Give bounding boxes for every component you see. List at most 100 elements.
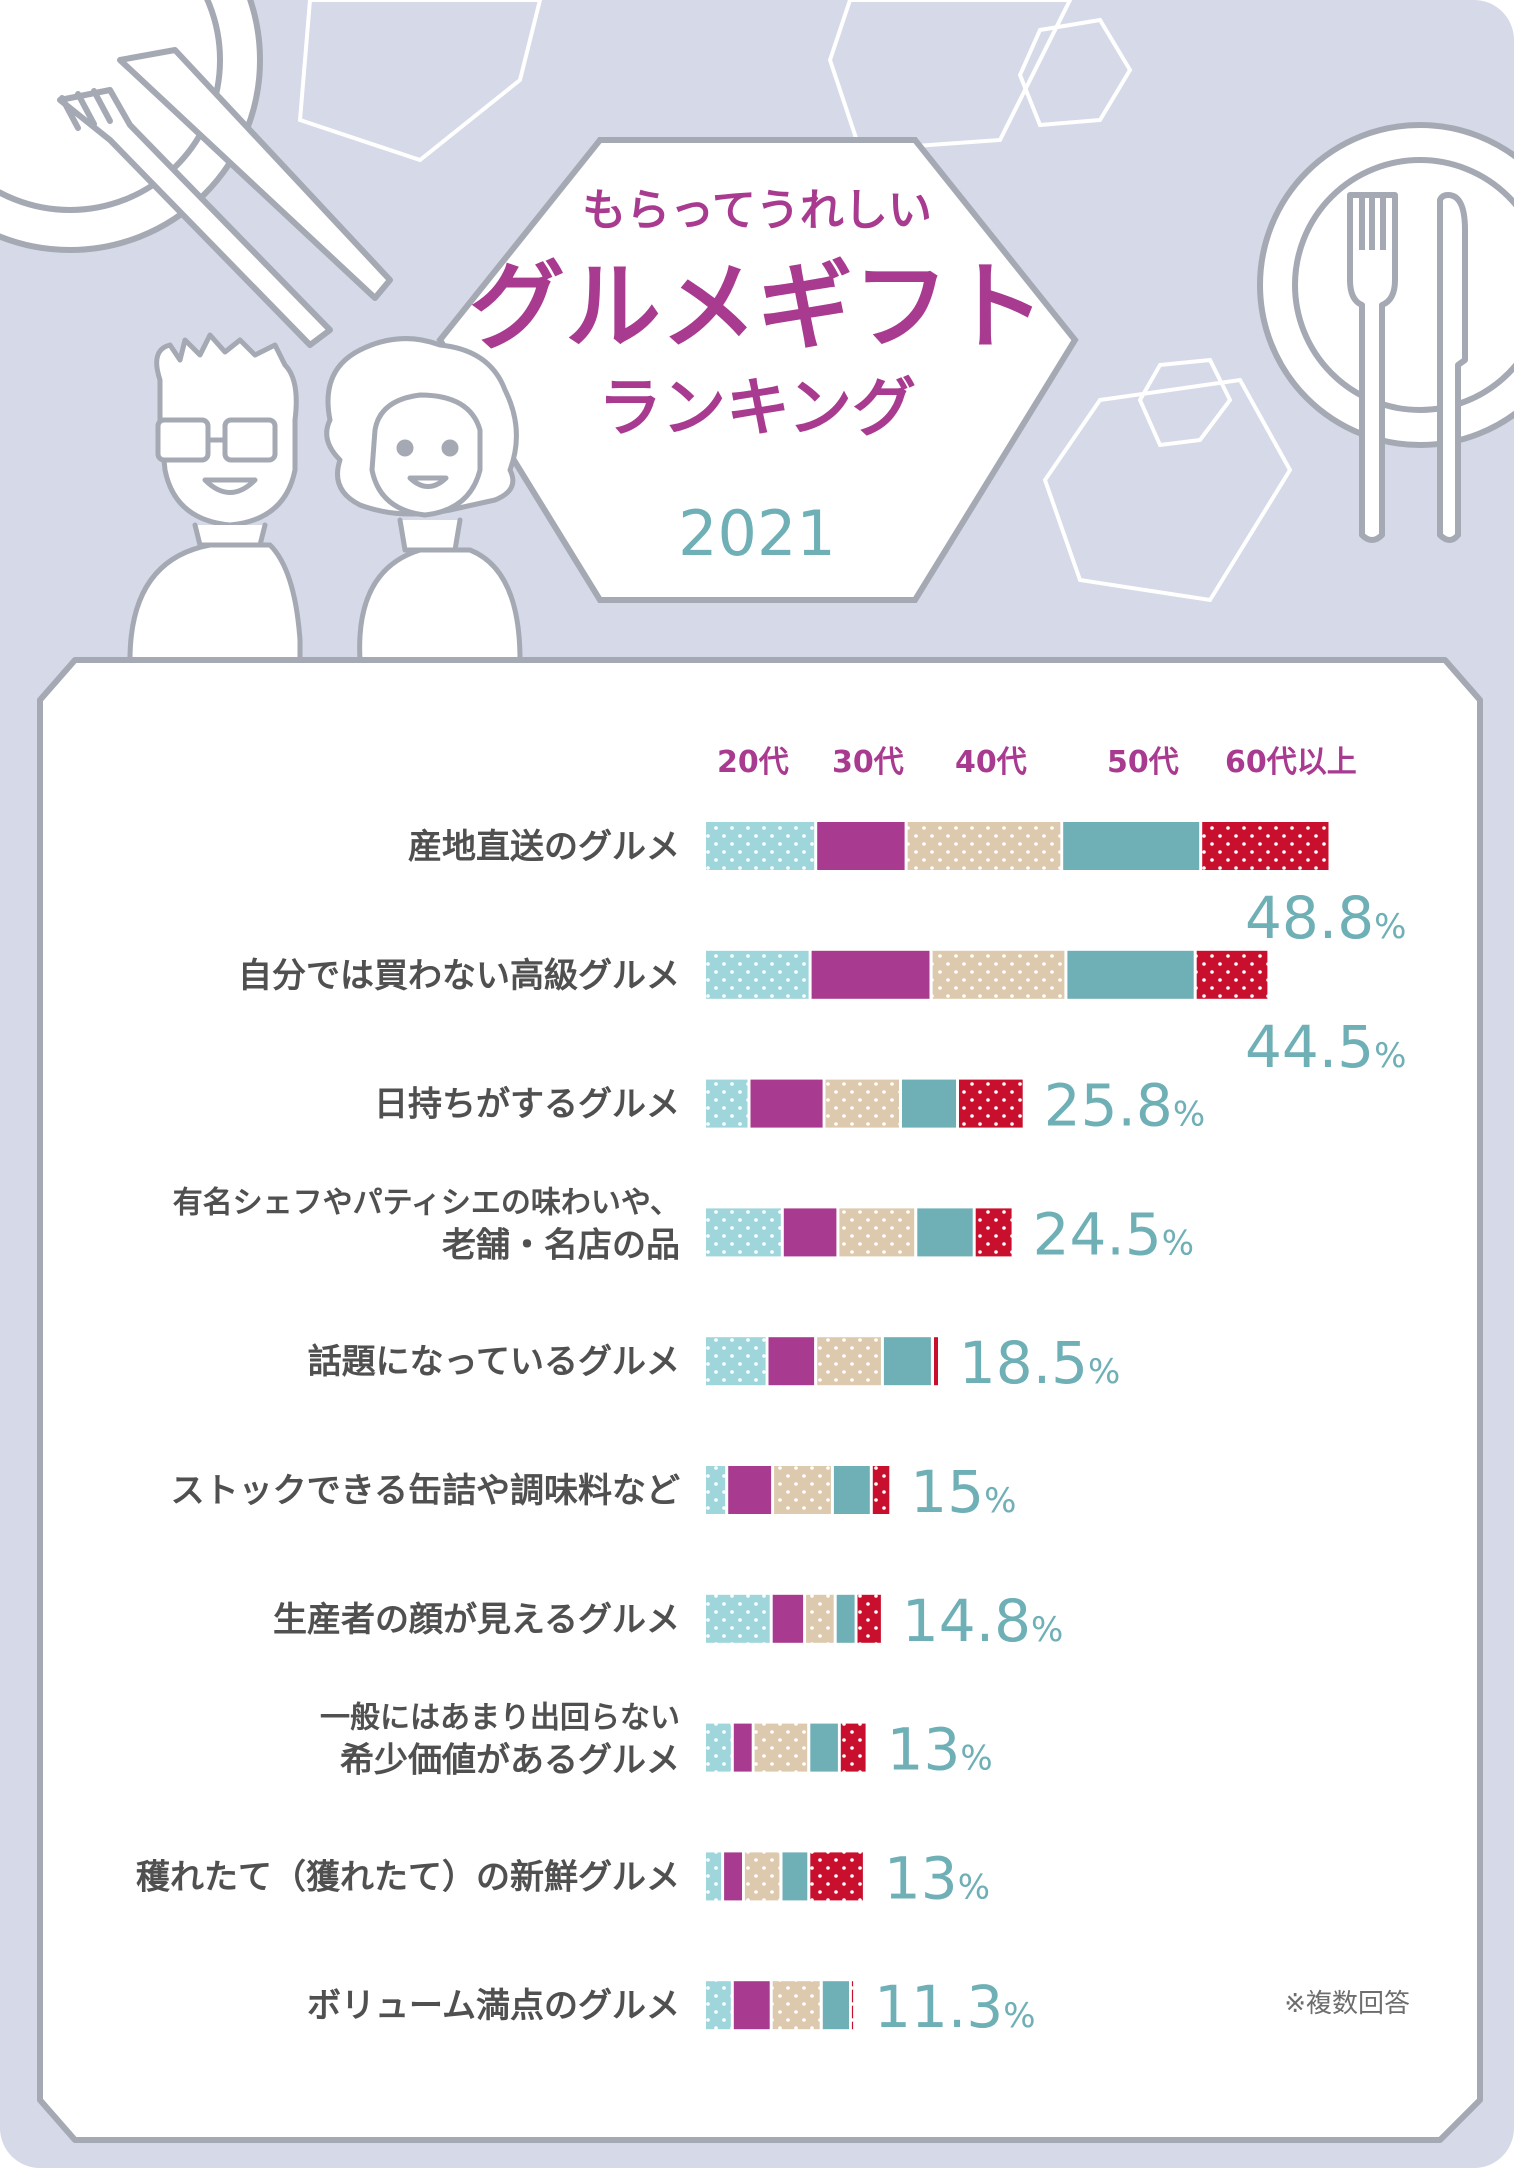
percent-value: 14.8 [902, 1587, 1031, 1655]
title-hexagon [436, 137, 1079, 603]
footnote: ※複数回答 [1284, 1989, 1410, 2019]
percent-suffix: % [1374, 907, 1406, 947]
segment-40s [817, 1337, 881, 1386]
percent-label: 44.5% [1245, 1013, 1406, 1081]
percent-suffix: % [1173, 1095, 1205, 1135]
segment-20s [706, 1208, 781, 1257]
segment-60s-plus [840, 1723, 866, 1772]
legend-label-40s: 40代 [955, 745, 1027, 780]
segment-20s [706, 1337, 766, 1386]
segment-30s [772, 1594, 804, 1643]
bar-row: 話題になっているグルメ 18.5% [308, 1329, 1121, 1397]
segment-30s [811, 950, 930, 999]
segment-50s [902, 1079, 956, 1128]
segment-20s [706, 1852, 722, 1901]
segment-30s [750, 1079, 823, 1128]
segment-30s [817, 822, 905, 870]
category-label: 自分では買わない高級グルメ [238, 956, 680, 996]
percent-suffix: % [1031, 1610, 1063, 1650]
percent-label: 48.8% [1245, 884, 1406, 952]
percent-label: 24.5% [1033, 1200, 1194, 1268]
segment-50s [1063, 822, 1200, 870]
segment-50s [822, 1981, 849, 2030]
percent-label: 25.8% [1044, 1072, 1205, 1140]
category-label: 生産者の顔が見えるグルメ [273, 1600, 680, 1640]
segment-50s [917, 1208, 973, 1257]
percent-suffix: % [1374, 1036, 1406, 1076]
legend-label-60s-plus: 60代以上 [1225, 745, 1357, 780]
percent-value: 13 [884, 1844, 958, 1912]
percent-value: 25.8 [1044, 1072, 1173, 1140]
segment-40s [932, 950, 1065, 999]
segment-50s [836, 1594, 855, 1643]
title-ranking: ランキング [598, 372, 916, 446]
segment-40s [907, 822, 1061, 870]
percent-value: 13 [887, 1716, 961, 1784]
percent-value: 11.3 [874, 1973, 1003, 2041]
segment-20s [706, 1723, 731, 1772]
percent-label: 13% [887, 1716, 993, 1784]
bar-row: 産地直送のグルメ 48.8% [408, 822, 1406, 952]
segment-50s [782, 1852, 808, 1901]
percent-suffix: % [1088, 1352, 1120, 1392]
legend-label-50s: 50代 [1107, 745, 1179, 780]
segment-20s [706, 1981, 731, 2030]
percent-label: 14.8% [902, 1587, 1063, 1655]
segment-40s [774, 1466, 831, 1514]
segment-50s [1067, 950, 1194, 999]
legend-label-20s: 20代 [717, 745, 789, 780]
chart-panel [37, 657, 1483, 2143]
percent-label: 15% [910, 1458, 1016, 1526]
segment-50s [810, 1723, 838, 1772]
bar-row: ボリューム満点のグルメ 11.3% [307, 1973, 1036, 2041]
bar-row: 日持ちがするグルメ 25.8% [374, 1072, 1205, 1140]
percent-value: 44.5 [1245, 1013, 1374, 1081]
segment-30s [728, 1466, 772, 1514]
segment-60s-plus [975, 1208, 1012, 1257]
segment-20s [706, 822, 815, 870]
percent-suffix: % [1003, 1996, 1035, 2036]
percent-value: 24.5 [1033, 1200, 1162, 1268]
segment-40s [825, 1079, 899, 1128]
percent-label: 11.3% [874, 1973, 1035, 2041]
bar-row: ストックできる缶詰や調味料など 15% [171, 1458, 1017, 1526]
segment-60s-plus [872, 1466, 890, 1514]
segment-60s-plus [851, 1981, 854, 2030]
segment-60s-plus [857, 1594, 881, 1643]
bar-chart: 産地直送のグルメ48.8%自分では買わない高級グルメ44.5%日持ちがするグルメ… [136, 822, 1406, 2041]
bar-row: 穫れたて（獲れたて）の新鮮グルメ 13% [136, 1844, 990, 1912]
segment-40s [754, 1723, 808, 1772]
knife-icon-right [1437, 192, 1468, 543]
category-label: 産地直送のグルメ [408, 827, 680, 867]
segment-60s-plus [934, 1337, 938, 1386]
title-subtitle: もらってうれしい [582, 185, 932, 236]
people-illustration [127, 332, 523, 663]
bar-row: 生産者の顔が見えるグルメ 14.8% [273, 1587, 1063, 1655]
category-label: 日持ちがするグルメ [374, 1085, 680, 1125]
category-label: 老舗・名店の品 [442, 1225, 680, 1265]
percent-suffix: % [960, 1739, 992, 1779]
category-label: 有名シェフやパティシエの味わいや、 [173, 1185, 680, 1220]
percent-label: 18.5% [959, 1329, 1120, 1397]
category-label: 希少価値があるグルメ [340, 1741, 680, 1781]
percent-suffix: % [984, 1481, 1016, 1521]
percent-label: 13% [884, 1844, 990, 1912]
fork-icon-right [1347, 192, 1398, 543]
segment-20s [706, 1594, 770, 1643]
percent-value: 18.5 [959, 1329, 1088, 1397]
segment-50s [883, 1337, 931, 1386]
title-year: 2021 [678, 497, 836, 570]
category-label: 話題になっているグルメ [308, 1342, 680, 1382]
category-label: 穫れたて（獲れたて）の新鮮グルメ [136, 1857, 680, 1897]
segment-30s [783, 1208, 837, 1257]
fork-and-knife-icon-top-left [57, 47, 393, 348]
segment-30s [733, 1981, 770, 2030]
segment-40s [839, 1208, 915, 1257]
segment-40s [744, 1852, 780, 1901]
segment-60s-plus [1196, 950, 1268, 999]
segment-60s-plus [1202, 822, 1329, 870]
segment-30s [724, 1852, 742, 1901]
percent-suffix: % [958, 1867, 990, 1907]
